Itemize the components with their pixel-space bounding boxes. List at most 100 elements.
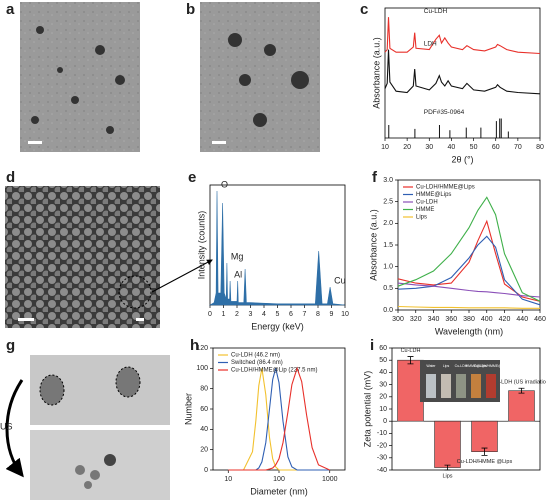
sem-image — [5, 186, 160, 328]
inset-label: Cu-LDH — [455, 364, 468, 368]
arrow — [5, 379, 24, 478]
x-tick-label: 40 — [448, 144, 456, 151]
legend-label: Cu-LDH (46.2 nm) — [231, 353, 280, 359]
x-tick-label: 400 — [481, 316, 493, 323]
inset-vial — [471, 374, 481, 398]
series-line — [384, 17, 541, 55]
x-tick-label: 6 — [289, 311, 293, 318]
x-tick-label: 380 — [463, 316, 475, 323]
legend-label: HMME@Lips — [416, 192, 451, 198]
tem-image — [200, 2, 320, 152]
panel-letter: d — [6, 169, 15, 186]
inset-vial — [456, 374, 466, 398]
x-tick-label: 460 — [534, 316, 546, 323]
y-tick-label: 2.5 — [383, 199, 393, 206]
arrow — [151, 259, 213, 293]
y-tick-label: 40 — [379, 369, 387, 376]
panel-letter: b — [186, 1, 195, 18]
y-tick-label: 0 — [383, 418, 387, 425]
x-tick-label: 10 — [341, 311, 349, 318]
x-tick-label: 4 — [262, 311, 266, 318]
spectrum — [208, 190, 346, 306]
inset-label: HMME@Lips — [466, 364, 487, 368]
x-tick-label: 60 — [492, 144, 500, 151]
y-tick-label: 0.0 — [383, 307, 393, 314]
x-tick-label: 1000 — [322, 476, 338, 483]
x-tick-label: 8 — [316, 311, 320, 318]
panel-letter: h — [190, 337, 199, 354]
y-tick-label: 60 — [379, 345, 387, 352]
legend-label: HMME — [416, 207, 434, 213]
x-tick-label: 9 — [330, 311, 334, 318]
y-tick-label: 20 — [200, 447, 208, 454]
peak-label: Mg — [231, 251, 244, 261]
x-tick-label: 70 — [514, 144, 522, 151]
y-tick-label: 50 — [379, 357, 387, 364]
bar — [434, 420, 461, 468]
x-tick-label: 340 — [428, 316, 440, 323]
series-label: LDH — [424, 40, 437, 47]
series-label: Cu-LDH — [424, 8, 448, 15]
y-axis-label: Absorbance (a.u.) — [368, 209, 378, 281]
y-axis-label: Number — [183, 393, 193, 425]
inset-vial — [426, 374, 436, 398]
category-label: Cu-LDH (US irradiation) — [492, 380, 546, 386]
x-tick-label: 440 — [516, 316, 528, 323]
bar — [471, 420, 498, 453]
x-tick-label: 420 — [499, 316, 511, 323]
y-tick-label: 60 — [200, 406, 208, 413]
category-label: Cu-LDH/HMME @Lips — [457, 459, 513, 465]
y-tick-label: -10 — [377, 430, 387, 437]
plot-frame — [212, 347, 346, 471]
x-axis-label: Diameter (nm) — [250, 486, 308, 496]
y-tick-label: 40 — [200, 426, 208, 433]
x-tick-label: 1 — [222, 311, 226, 318]
inset-label: Lips — [443, 364, 450, 368]
y-tick-label: 100 — [196, 365, 208, 372]
y-tick-label: -20 — [377, 442, 387, 449]
y-tick-label: 10 — [379, 406, 387, 413]
legend-label: Cu-LDH/HMME@Lips — [416, 185, 475, 191]
error-bar — [481, 447, 488, 456]
x-tick-label: 360 — [445, 316, 457, 323]
peak-label: Al — [234, 269, 242, 279]
arrow-label: US — [0, 421, 13, 431]
tem-image — [20, 2, 140, 152]
y-tick-label: 2.0 — [383, 220, 393, 227]
y-tick-label: 1.5 — [383, 242, 393, 249]
panel-letter: g — [6, 337, 15, 354]
inset-vial — [441, 374, 451, 398]
x-axis-label: 2θ (°) — [451, 154, 473, 164]
inset-label: Cu-LDH/HMME@Lips — [474, 364, 509, 368]
y-tick-label: 3.0 — [383, 177, 393, 184]
error-bar — [518, 387, 525, 394]
y-axis-label: Intensity (counts) — [196, 211, 206, 280]
plot-frame — [384, 7, 541, 139]
y-tick-label: 80 — [200, 386, 208, 393]
x-tick-label: 10 — [381, 144, 389, 151]
series-line — [397, 219, 541, 302]
x-tick-label: 10 — [224, 476, 232, 483]
x-tick-label: 50 — [470, 144, 478, 151]
error-bar — [407, 356, 414, 365]
series-line — [384, 49, 541, 95]
bar — [397, 359, 424, 422]
error-bar — [444, 464, 451, 471]
y-tick-label: 0.5 — [383, 285, 393, 292]
y-tick-label: 120 — [196, 345, 208, 352]
legend-label: Cu-LDH — [416, 200, 438, 206]
inset-label: Water — [426, 364, 436, 368]
bar — [508, 390, 535, 422]
tem-image — [30, 355, 170, 500]
x-tick-label: 100 — [273, 476, 285, 483]
peak-label: Cu — [334, 275, 346, 285]
panel-letter: i — [370, 337, 374, 354]
inset-vial — [486, 374, 496, 398]
series-label: PDF#35-0964 — [424, 109, 465, 116]
y-tick-label: -30 — [377, 455, 387, 462]
series-line — [397, 235, 541, 306]
panel-letter: e — [188, 169, 196, 186]
x-tick-label: 300 — [392, 316, 404, 323]
category-label: Cu-LDH — [401, 348, 421, 354]
x-tick-label: 30 — [425, 144, 433, 151]
